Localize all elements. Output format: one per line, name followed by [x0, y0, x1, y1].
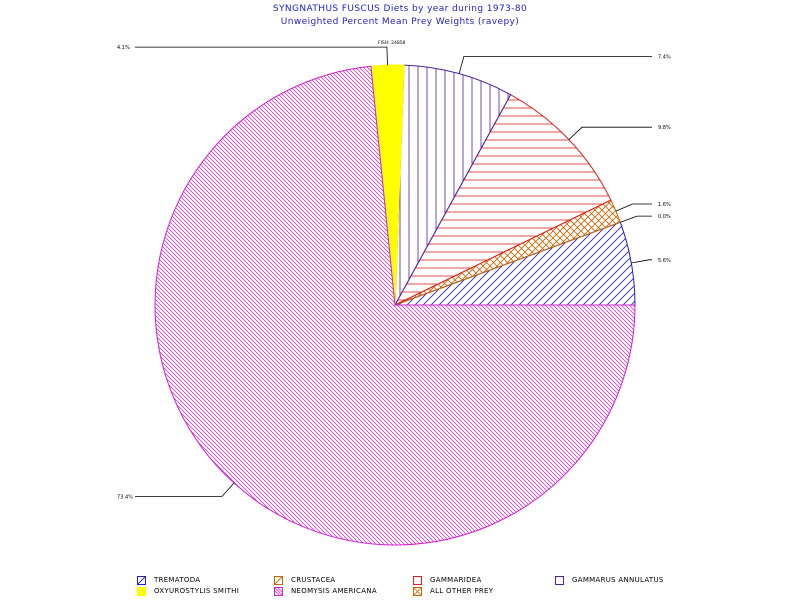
legend-swatch — [274, 576, 283, 585]
leader-line — [568, 126, 652, 140]
pie-slice-neomysis-americana — [154, 65, 636, 546]
legend-label: TREMATODA — [154, 576, 201, 584]
legend-swatch — [413, 576, 422, 585]
legend-swatch — [274, 587, 283, 596]
fish-count-label: FISH: 24858 — [378, 40, 406, 46]
leader-line — [135, 46, 388, 66]
leader-line — [631, 259, 652, 264]
slice-value-label: 4.1% — [117, 45, 130, 51]
leader-line — [620, 215, 652, 223]
slice-value-label: 1.6% — [658, 202, 671, 208]
legend-label: OXYUROSTYLIS SMITHI — [154, 587, 240, 595]
leader-line — [615, 203, 652, 212]
pie-slice-gammarus-annulatus — [394, 64, 512, 306]
legend-swatch — [137, 587, 146, 596]
legend-label: GAMMARIDEA — [430, 576, 482, 584]
slice-value-label: 5.6% — [658, 258, 671, 264]
legend-label: NEOMYSIS AMERICANA — [291, 587, 377, 595]
leader-line — [458, 56, 652, 74]
leader-line — [135, 482, 235, 497]
slice-value-label: 9.8% — [658, 125, 671, 131]
legend-swatch — [413, 587, 422, 596]
chart-subtitle: Unweighted Percent Mean Prey Weights (ra… — [280, 17, 520, 27]
slice-value-label: 73.4% — [117, 494, 133, 500]
legend-label: CRUSTACEA — [291, 576, 336, 584]
legend-label: GAMMARUS ANNULATUS — [572, 576, 664, 584]
legend-label: ALL OTHER PREY — [430, 587, 494, 595]
legend-swatch — [137, 576, 146, 585]
chart-title: SYNGNATHUS FUSCUS Diets by year during 1… — [272, 4, 528, 14]
slice-value-label: 7.4% — [658, 54, 671, 60]
slice-value-label: 0.0% — [658, 214, 671, 220]
legend-swatch — [555, 576, 564, 585]
